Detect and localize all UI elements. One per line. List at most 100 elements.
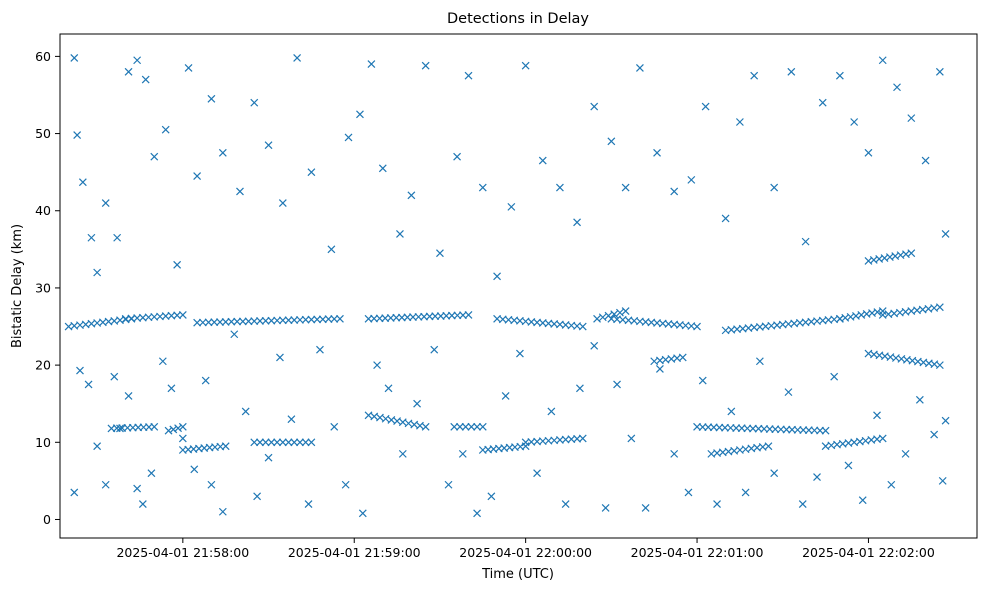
plot-area xyxy=(64,54,950,518)
data-point xyxy=(138,500,147,508)
data-point xyxy=(344,133,353,142)
data-point xyxy=(278,199,287,207)
x-axis: 2025-04-01 21:58:00 2025-04-01 21:59:00 20… xyxy=(116,538,935,560)
data-point xyxy=(190,465,199,474)
data-point xyxy=(501,392,510,400)
data-point xyxy=(113,233,122,242)
data-point xyxy=(607,137,616,146)
data-point xyxy=(241,407,250,416)
track-point xyxy=(256,438,264,447)
y-tick-label: 20 xyxy=(35,358,51,373)
track-point xyxy=(464,311,473,319)
track-point xyxy=(467,422,476,431)
x-tick-label: 2025-04-01 21:58:00 xyxy=(116,545,249,560)
data-point xyxy=(101,199,110,207)
data-point xyxy=(864,148,873,157)
data-point xyxy=(487,492,496,501)
data-point xyxy=(184,64,193,72)
data-point xyxy=(341,480,350,489)
data-point xyxy=(655,365,664,373)
track-point xyxy=(164,426,173,435)
data-point xyxy=(835,71,844,80)
data-point xyxy=(701,102,710,111)
track-point xyxy=(221,442,230,451)
data-point xyxy=(770,183,779,192)
data-point xyxy=(590,341,599,350)
data-point xyxy=(887,480,896,489)
track-point xyxy=(907,249,916,258)
data-point xyxy=(538,156,547,165)
data-point xyxy=(721,214,730,223)
track-point xyxy=(693,322,701,331)
data-point xyxy=(124,392,133,400)
data-point xyxy=(687,175,696,184)
data-point xyxy=(167,384,176,393)
data-point xyxy=(84,380,93,389)
data-point xyxy=(70,488,79,497)
data-point xyxy=(76,366,84,375)
data-point xyxy=(938,476,947,485)
data-point xyxy=(93,268,102,277)
data-point xyxy=(893,83,901,92)
y-axis: 0 10 20 30 40 50 60 xyxy=(35,49,60,527)
data-point xyxy=(250,98,259,107)
data-point xyxy=(207,94,216,103)
data-point xyxy=(770,469,779,478)
x-tick-label: 2025-04-01 22:02:00 xyxy=(802,545,935,560)
track-point xyxy=(238,317,247,326)
data-point xyxy=(458,449,467,458)
data-point xyxy=(935,67,944,76)
data-point xyxy=(473,509,482,518)
track-point xyxy=(273,316,282,325)
track-point xyxy=(296,315,304,324)
data-point xyxy=(178,434,187,443)
track-point xyxy=(169,425,178,434)
track-point xyxy=(450,422,459,431)
data-point xyxy=(830,372,839,381)
data-point xyxy=(201,376,210,385)
data-point xyxy=(516,349,524,358)
data-point xyxy=(407,191,416,200)
y-tick-label: 40 xyxy=(35,203,51,218)
data-point xyxy=(193,172,202,180)
data-point xyxy=(70,54,79,62)
data-point xyxy=(158,357,167,366)
track-point xyxy=(284,316,293,325)
data-point xyxy=(878,56,887,65)
data-point xyxy=(133,484,142,493)
data-point xyxy=(87,233,96,242)
data-point xyxy=(818,98,827,107)
plot-frame xyxy=(59,33,978,539)
track-point xyxy=(324,315,333,324)
track-point xyxy=(250,317,259,326)
track-point xyxy=(284,438,293,447)
track-point xyxy=(621,307,630,316)
track-point xyxy=(244,317,253,326)
track-point xyxy=(174,424,183,433)
data-point xyxy=(150,152,159,161)
track-point xyxy=(204,318,213,327)
track-point xyxy=(307,438,316,447)
track-point xyxy=(935,303,944,312)
track-point xyxy=(261,316,270,325)
track-point xyxy=(267,316,276,325)
data-point xyxy=(147,469,156,478)
track-point xyxy=(198,318,207,327)
data-point xyxy=(873,411,881,420)
x-axis-label: Time (UTC) xyxy=(481,567,554,582)
track-point xyxy=(307,315,316,324)
data-point xyxy=(141,75,150,84)
data-point xyxy=(293,54,302,62)
data-point xyxy=(713,500,721,508)
track-point xyxy=(267,438,276,447)
data-point xyxy=(698,376,707,385)
data-point xyxy=(444,480,453,489)
data-point xyxy=(533,469,541,478)
track-point xyxy=(290,438,299,447)
track-point xyxy=(318,315,327,324)
track-point xyxy=(593,314,601,323)
data-point xyxy=(101,480,110,489)
data-point xyxy=(304,500,313,508)
data-point xyxy=(901,449,910,458)
